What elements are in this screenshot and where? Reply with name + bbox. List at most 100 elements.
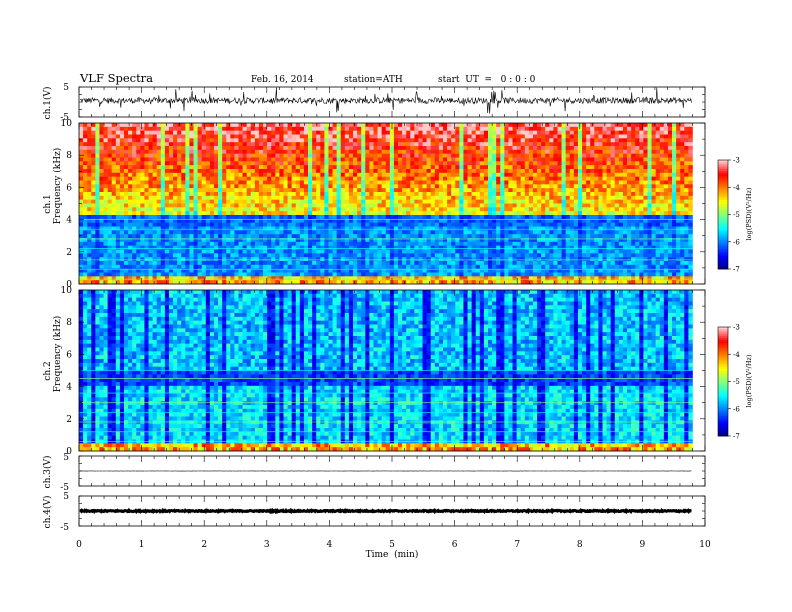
spectrogram-cell [283, 234, 288, 239]
spectrogram-cell [312, 142, 317, 147]
spectrogram-cell [189, 176, 194, 181]
spectrogram-cell [250, 272, 256, 277]
spectrogram-cell [492, 195, 497, 200]
spectrogram-cell [197, 264, 202, 269]
spectrogram-cell [369, 234, 374, 239]
spectrogram-cell [201, 203, 207, 208]
spectrogram-cell [328, 272, 333, 277]
spectrogram-cell [279, 195, 284, 200]
spectrogram-cell [430, 169, 436, 174]
spectrogram-cell [447, 230, 452, 235]
spectrogram-cell [107, 276, 113, 281]
spectrogram-cell [205, 153, 211, 158]
spectrogram-cell [541, 142, 546, 147]
spectrogram-cell [483, 169, 489, 174]
spectrogram-cell [308, 138, 313, 143]
spectrogram-cell [197, 180, 202, 185]
spectrogram-cell [193, 142, 198, 147]
spectrogram-cell [402, 207, 407, 212]
spectrogram-cell [418, 264, 423, 269]
spectrogram-cell [430, 195, 436, 200]
spectrogram-cell [132, 268, 137, 273]
spectrogram-cell [385, 261, 391, 266]
spectrogram-cell [201, 123, 207, 128]
spectrogram-cell [496, 276, 501, 281]
spectrogram-cell [434, 230, 440, 235]
spectrogram-cell [430, 126, 436, 131]
spectrogram-cell [91, 268, 96, 273]
spectrogram-cell [336, 188, 342, 193]
spectrogram-cell [83, 188, 88, 193]
spectrogram-cell [508, 146, 513, 151]
spectrogram-cell [475, 142, 481, 147]
spectrogram-cell [492, 134, 497, 139]
spectrogram-cell [271, 188, 276, 193]
spectrogram-cell [361, 264, 366, 269]
spectrogram-cell [508, 249, 513, 254]
spectrogram-cell [340, 211, 346, 216]
spectrogram-cell [348, 188, 354, 193]
spectrogram-cell [152, 203, 158, 208]
spectrogram-cell [532, 222, 538, 227]
spectrogram-cell [119, 188, 125, 193]
spectrogram-cell [545, 276, 550, 281]
spectrogram-cell [496, 261, 501, 266]
spectrogram-cell [369, 257, 374, 262]
spectrogram-cell [451, 180, 456, 185]
spectrogram-cell [160, 211, 166, 216]
spectrogram-cell [418, 126, 423, 131]
spectrogram-cell [377, 276, 382, 281]
spectrogram-cell [500, 241, 505, 246]
spectrogram-cell [348, 215, 354, 220]
spectrogram-cell [438, 268, 444, 273]
spectrogram-cell [226, 234, 231, 239]
spectrogram-cell [177, 238, 182, 243]
spectrogram-cell [164, 261, 170, 266]
spectrogram-cell [299, 184, 305, 189]
spectrogram-cell [160, 138, 166, 143]
spectrogram-cell [83, 126, 88, 131]
spectrogram-cell [483, 215, 489, 220]
spectrogram-cell [422, 264, 427, 269]
spectrogram-cell [434, 215, 440, 220]
spectrogram-cell [516, 184, 522, 189]
spectrogram-cell [287, 238, 292, 243]
spectrogram-cell [406, 184, 411, 189]
spectrogram-cell [508, 172, 513, 177]
spectrogram-cell [291, 238, 297, 243]
spectrogram-cell [107, 161, 113, 166]
spectrogram-cell [119, 165, 125, 170]
spectrogram-cell [373, 161, 378, 166]
spectrogram-cell [254, 218, 260, 223]
spectrogram-cell [467, 230, 472, 235]
spectrogram-cell [496, 230, 501, 235]
spectrogram-cell [205, 157, 211, 162]
spectrogram-cell [512, 222, 517, 227]
spectrogram-cell [389, 203, 395, 208]
spectrogram-cell [471, 261, 477, 266]
spectrogram-cell [267, 253, 272, 258]
spectrogram-cell [209, 268, 215, 273]
spectrogram-cell [95, 257, 100, 262]
spectrogram-cell [119, 234, 125, 239]
spectrogram-cell [398, 153, 403, 158]
spectrogram-cell [487, 134, 493, 139]
spectrogram-cell [119, 215, 125, 220]
spectrogram-cell [136, 123, 141, 128]
spectrogram-cell [324, 268, 329, 273]
spectrogram-cell [447, 138, 452, 143]
spectrogram-cell [295, 142, 301, 147]
spectrogram-cell [492, 199, 497, 204]
spectrogram-cell [308, 207, 313, 212]
spectrogram-cell [189, 249, 194, 254]
spectrogram-cell [348, 161, 354, 166]
spectrogram-cell [79, 222, 84, 227]
spectrogram-cell [205, 188, 211, 193]
spectrogram-cell [447, 146, 452, 151]
spectrogram-cell [348, 238, 354, 243]
spectrogram-cell [123, 142, 129, 147]
spectrogram-cell [528, 157, 534, 162]
spectrogram-cell [168, 222, 174, 227]
spectrogram-cell [295, 195, 301, 200]
spectrogram-cell [263, 249, 268, 254]
